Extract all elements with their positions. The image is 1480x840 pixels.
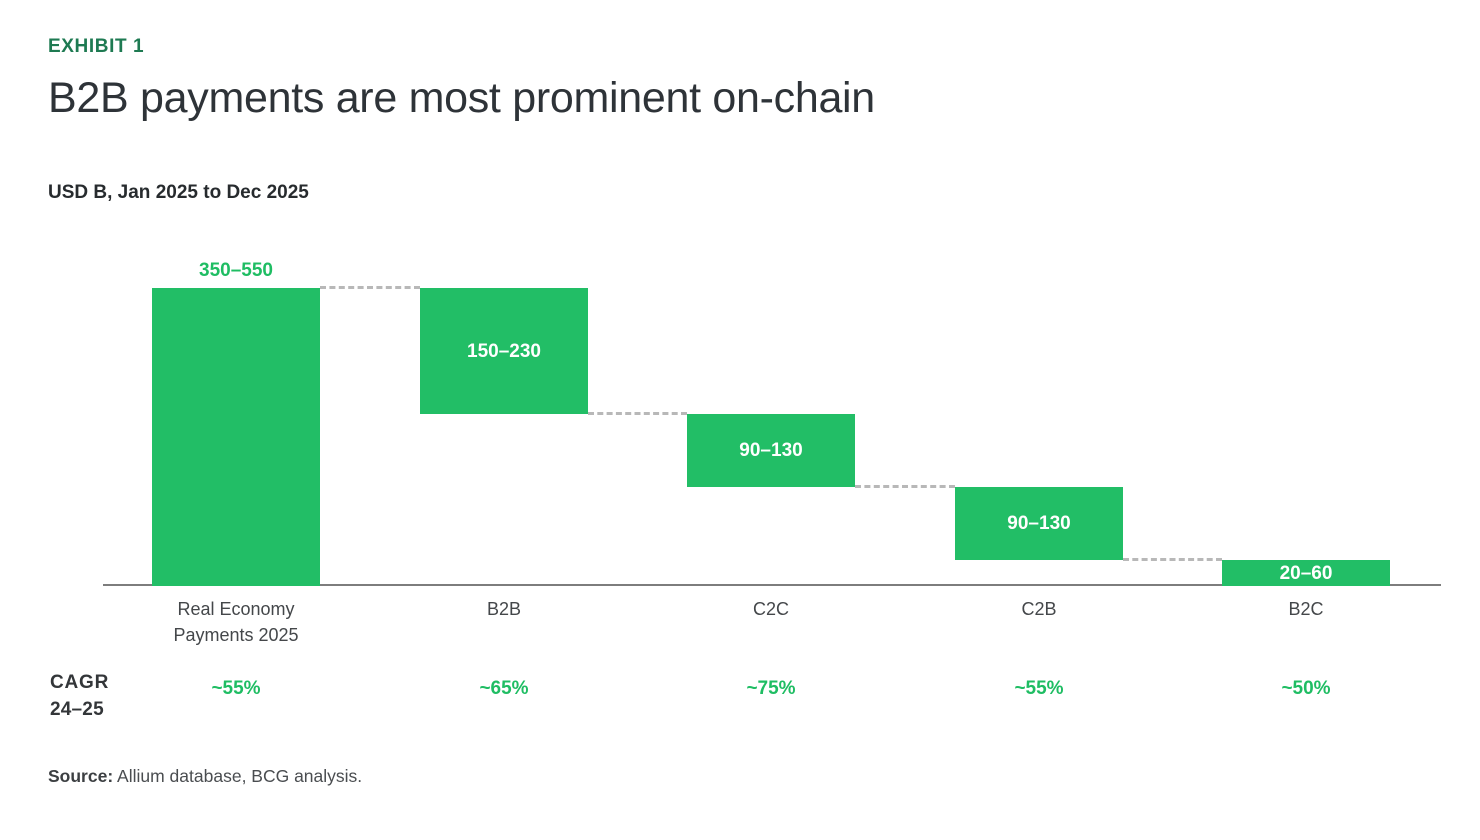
exhibit-label: EXHIBIT 1: [48, 36, 145, 57]
source-line: Source: Allium database, BCG analysis.: [48, 766, 362, 787]
cagr-value: ~55%: [1014, 678, 1064, 699]
connector-line: [1123, 558, 1222, 561]
category-label-line: C2C: [752, 599, 789, 619]
category-label: B2B: [374, 596, 634, 622]
connector-line: [855, 485, 955, 488]
waterfall-bar: 90–130: [955, 487, 1123, 560]
cagr-value: ~75%: [746, 678, 796, 699]
bar-value-label: 20–60: [1279, 562, 1333, 584]
cagr-row-label-line1: CAGR: [50, 672, 110, 693]
category-label: B2C: [1176, 596, 1436, 622]
bar-value-label: 350–550: [199, 260, 273, 281]
bar-value-label: 90–130: [739, 440, 803, 461]
category-label-line: Real Economy: [177, 599, 295, 619]
cagr-value: ~50%: [1281, 678, 1331, 699]
connector-line: [320, 286, 420, 289]
cagr-row-label-line2: 24–25: [50, 699, 104, 720]
bar-value-label: 150–230: [467, 340, 541, 362]
source-label: Source:: [48, 766, 114, 786]
cagr-row-label: CAGR 24–25: [50, 669, 109, 723]
category-label: C2B: [909, 596, 1169, 622]
connector-line: [588, 412, 687, 415]
category-label-line: B2B: [486, 599, 522, 619]
category-label-line: B2C: [1288, 599, 1324, 619]
source-text: Allium database, BCG analysis.: [113, 766, 363, 786]
waterfall-bar: [152, 288, 320, 586]
category-label: Real Economy Payments 2025: [106, 596, 366, 648]
bar-value-label: 90–130: [1007, 513, 1071, 534]
category-label-line: Payments 2025: [173, 625, 299, 645]
waterfall-bar: 90–130: [687, 414, 855, 487]
category-label-line: C2B: [1021, 599, 1057, 619]
category-label: C2C: [641, 596, 901, 622]
page-title: B2B payments are most prominent on-chain: [48, 74, 875, 122]
waterfall-bar: 20–60: [1222, 560, 1390, 586]
cagr-value: ~55%: [211, 678, 261, 699]
waterfall-bar: 150–230: [420, 288, 588, 414]
x-axis-line: [103, 584, 1441, 586]
cagr-value: ~65%: [479, 678, 529, 699]
chart-unit-subtitle: USD B, Jan 2025 to Dec 2025: [48, 182, 309, 203]
